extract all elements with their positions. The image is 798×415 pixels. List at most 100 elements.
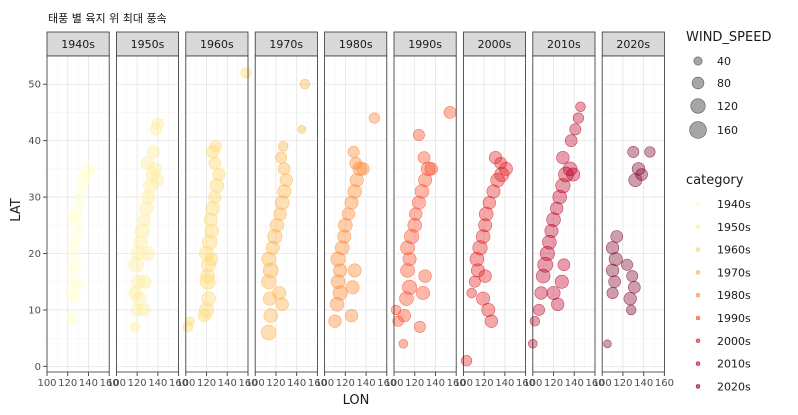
data-point	[206, 145, 220, 159]
facet-strip-label: 2000s	[478, 38, 512, 51]
data-point	[605, 241, 620, 255]
data-point	[330, 251, 346, 267]
color-legend-key	[695, 338, 701, 344]
data-point	[141, 190, 156, 205]
data-point	[277, 184, 292, 199]
data-point	[140, 246, 155, 261]
facet-strip-label: 1960s	[200, 38, 234, 51]
x-tick-label: 140	[79, 378, 98, 389]
color-legend: category 1940s 1950s 1960s 1970s 1980s 1990s 2…	[686, 173, 751, 393]
y-tick-label: 10	[28, 305, 41, 316]
panel-border	[185, 55, 249, 373]
x-tick-label: 140	[426, 378, 445, 389]
data-point	[338, 218, 353, 233]
data-point	[200, 268, 215, 284]
facet-panel-1940s: 1940s 100 120 140 160	[37, 31, 119, 389]
data-point	[273, 207, 287, 221]
data-point	[608, 252, 623, 267]
data-point	[64, 288, 75, 298]
data-point	[269, 218, 285, 233]
data-point	[139, 201, 154, 216]
data-point	[137, 213, 152, 227]
chart-title: 태풍 별 육지 위 최대 풍속	[48, 12, 167, 25]
x-tick-label: 160	[169, 378, 188, 389]
data-point	[484, 314, 499, 328]
size-legend-key	[690, 98, 706, 114]
panel-border	[462, 55, 526, 373]
x-tick-label: 160	[447, 378, 466, 389]
panel-border	[116, 55, 180, 373]
x-tick-label: 140	[634, 378, 653, 389]
data-point	[72, 196, 86, 210]
data-point	[533, 303, 545, 316]
data-point	[260, 324, 277, 341]
data-point	[275, 297, 289, 311]
color-legend-label: 1950s	[717, 221, 751, 234]
size-legend-key	[689, 121, 707, 139]
data-point	[240, 67, 252, 79]
data-point	[546, 212, 561, 227]
data-point	[130, 303, 144, 317]
data-point	[631, 162, 646, 176]
x-tick-label: 160	[100, 378, 119, 389]
data-point	[129, 321, 141, 333]
color-legend-key	[695, 270, 701, 275]
facet-strip	[254, 31, 318, 57]
facet-strip	[462, 31, 526, 57]
y-axis-title: LAT	[9, 198, 24, 221]
x-tick-label: 100	[107, 378, 126, 389]
y-tick-label: 0	[35, 362, 41, 373]
size-legend-label: 40	[717, 55, 731, 68]
data-point	[147, 145, 161, 159]
data-point	[330, 274, 346, 289]
color-legend-label: 1940s	[717, 198, 751, 211]
panel-border	[601, 55, 665, 373]
data-point	[297, 125, 307, 134]
x-tick-label: 120	[58, 378, 77, 389]
data-point	[345, 280, 360, 295]
data-point	[424, 162, 438, 176]
data-point	[201, 234, 218, 250]
data-point	[628, 281, 641, 294]
x-tick-label: 120	[128, 378, 147, 389]
data-point	[418, 173, 433, 188]
size-legend-key	[693, 56, 703, 66]
data-point	[67, 248, 79, 259]
data-point	[128, 286, 142, 300]
data-point	[621, 258, 634, 271]
data-point	[267, 229, 283, 245]
data-point	[544, 223, 559, 238]
data-point	[494, 156, 508, 170]
x-tick-label: 100	[593, 378, 612, 389]
data-point	[627, 145, 640, 158]
data-point	[349, 173, 364, 188]
data-point	[478, 269, 492, 283]
x-axis-title: LON	[343, 393, 370, 408]
data-point	[398, 339, 409, 349]
panel-border	[532, 55, 596, 373]
data-point	[201, 291, 216, 306]
data-point	[347, 145, 360, 158]
data-point	[151, 117, 164, 130]
x-tick-label: 160	[655, 378, 674, 389]
data-point	[83, 162, 96, 175]
data-point	[277, 141, 289, 152]
data-point	[400, 240, 415, 256]
color-legend-key	[695, 247, 701, 252]
color-legend-key	[695, 224, 701, 230]
facet-panel-1990s: 1990s 100 120 140 160	[384, 31, 466, 389]
data-point	[575, 101, 586, 112]
data-point	[69, 258, 83, 271]
data-point	[275, 151, 288, 164]
data-point	[478, 218, 493, 233]
data-point	[212, 167, 226, 182]
x-tick-label: 120	[197, 378, 216, 389]
data-point	[417, 151, 431, 164]
data-point	[209, 140, 222, 153]
data-point	[411, 195, 426, 210]
data-point	[134, 223, 150, 239]
data-point	[605, 263, 620, 278]
data-point	[476, 291, 491, 306]
color-legend-label: 1980s	[717, 289, 751, 302]
